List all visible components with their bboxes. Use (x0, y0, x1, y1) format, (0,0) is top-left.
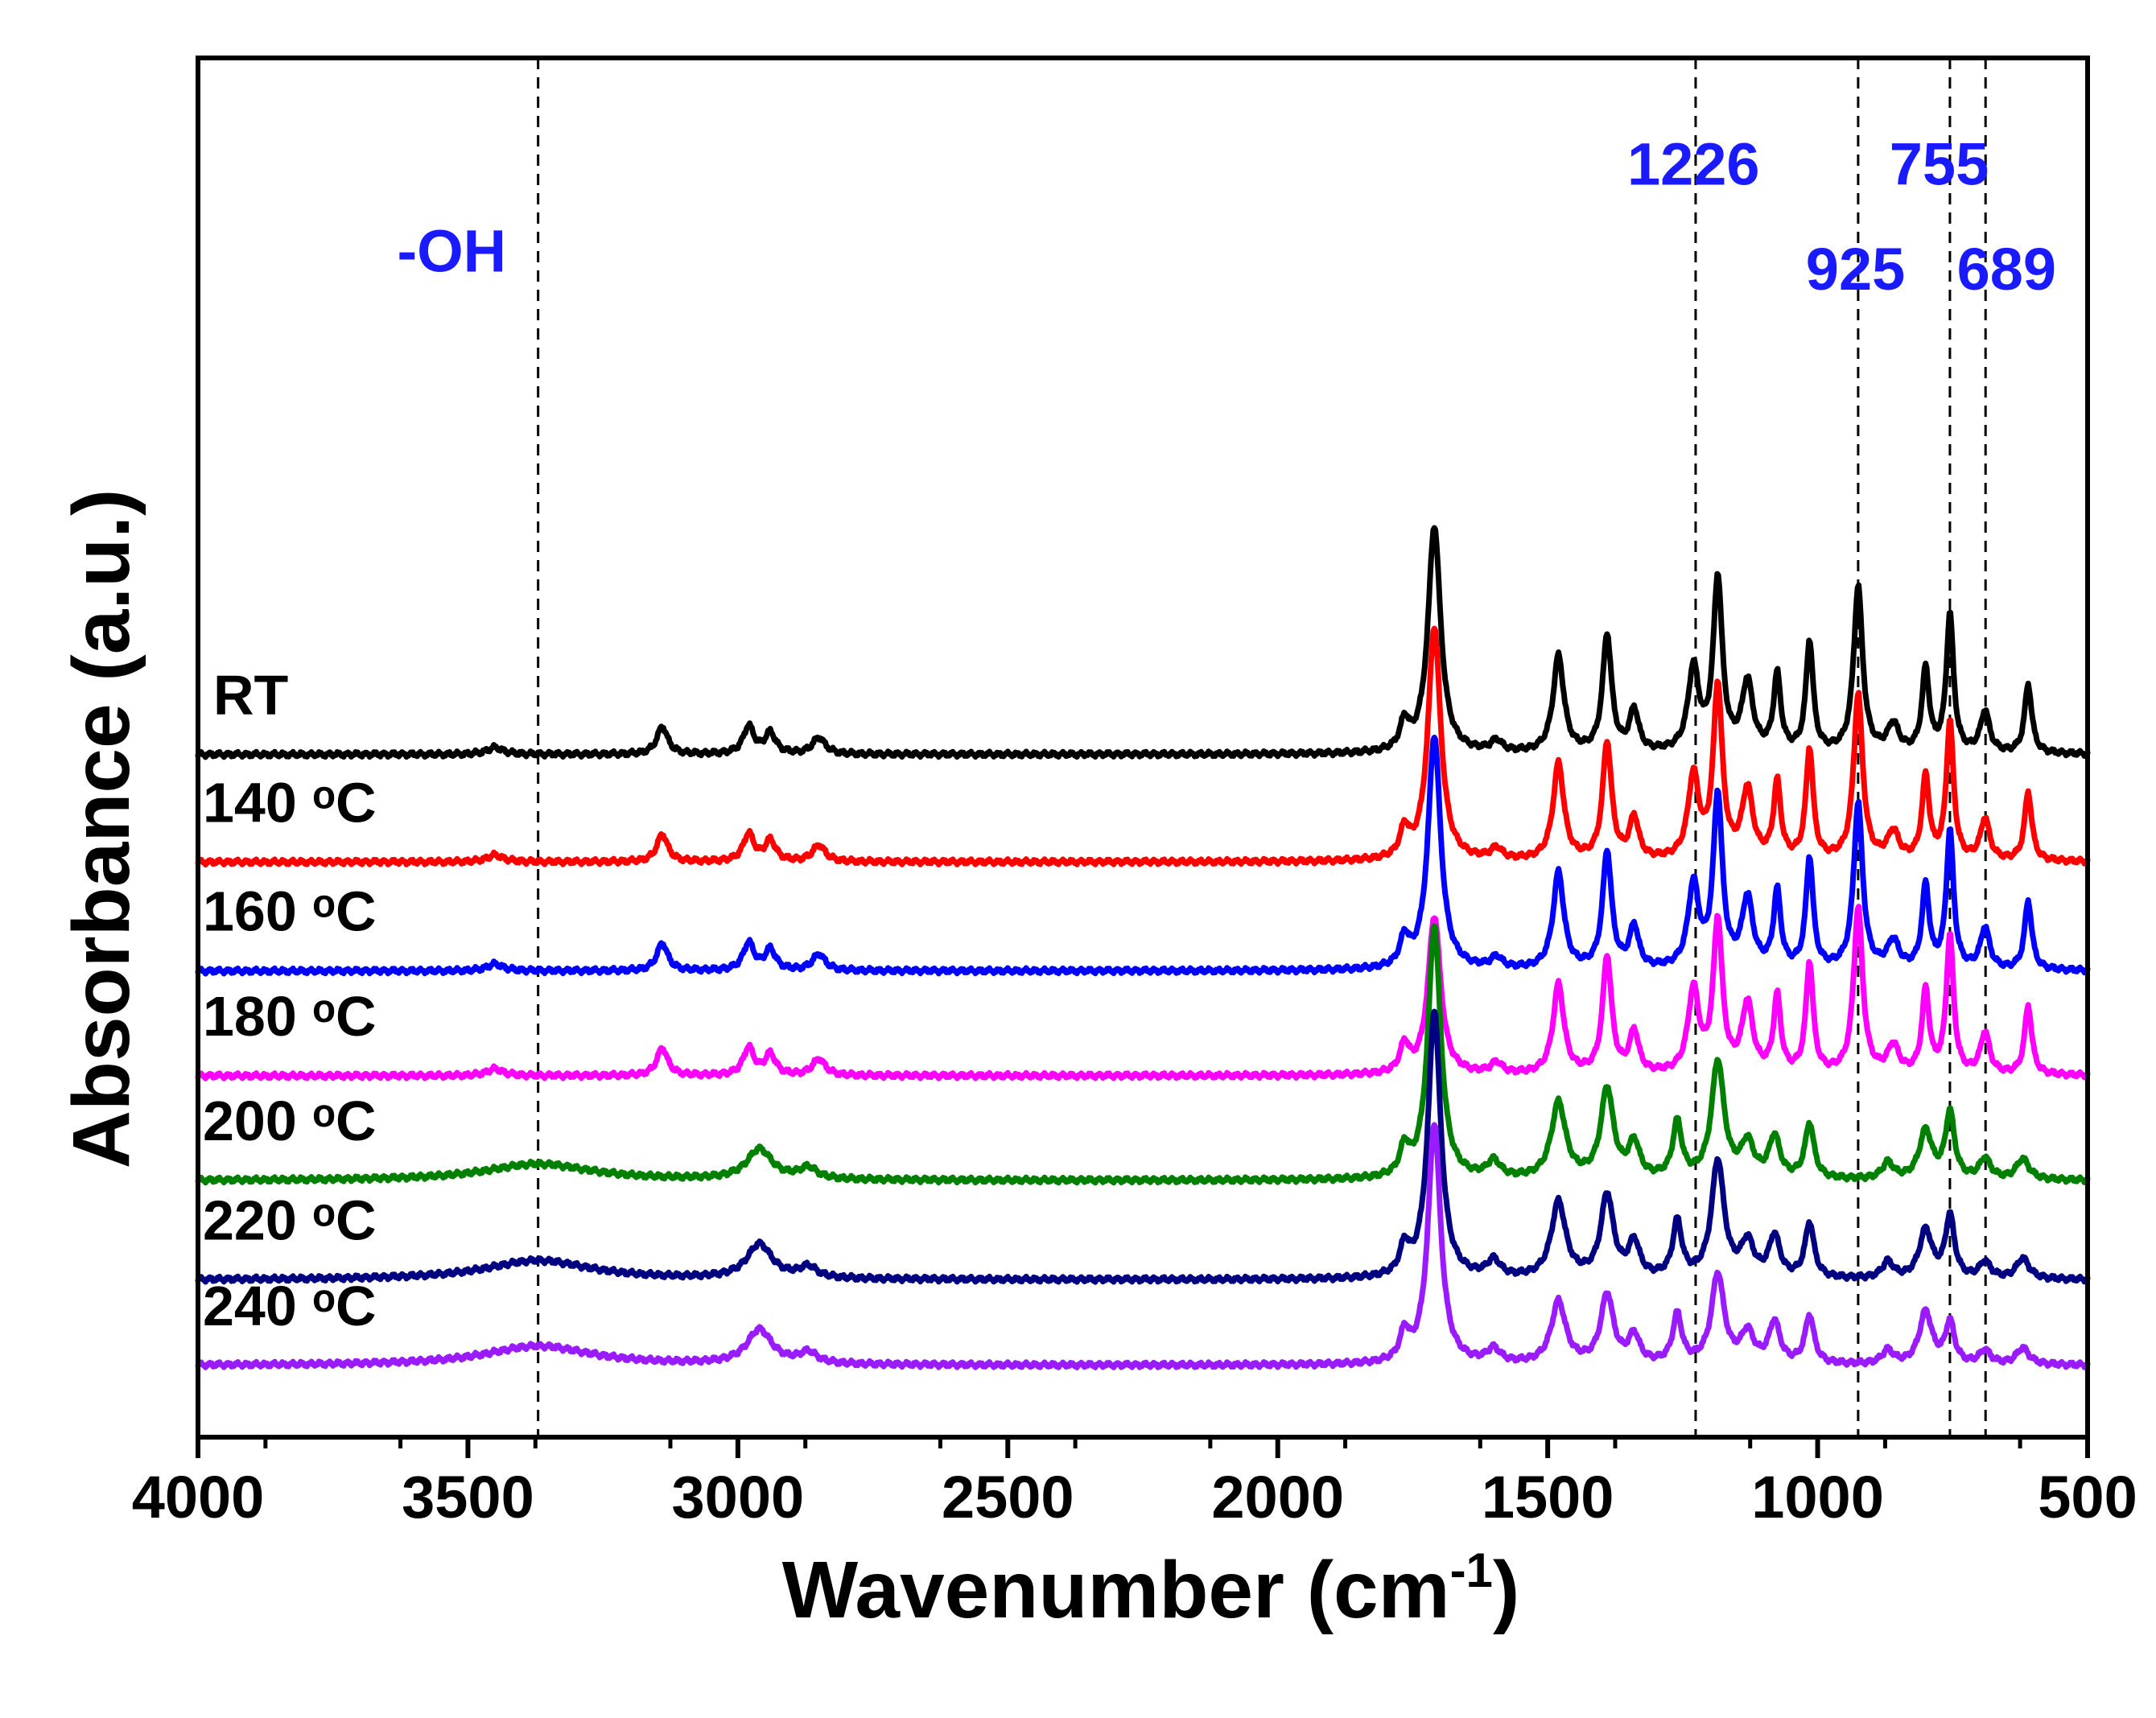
series-line (195, 1008, 2091, 1285)
series-line (195, 735, 2091, 977)
x-tick-label: 1500 (1482, 1464, 1614, 1531)
x-tick-label: 3500 (402, 1464, 534, 1531)
peak-annotation: 689 (1957, 236, 2056, 303)
peak-annotations: -OH 1226 755 925 689 (397, 131, 2056, 303)
series-labels: RT 140 ᵒC 160 ᵒC 180 ᵒC 200 ᵒC 220 ᵒC 240 ᵒC (203, 664, 377, 1337)
peak-annotation: 925 (1806, 236, 1905, 303)
series-label: 200 ᵒC (203, 1090, 377, 1152)
x-ticks: 4000 3500 3000 2500 2000 1500 1000 500 (132, 1437, 2137, 1531)
x-tick-label: 4000 (132, 1464, 265, 1531)
y-axis-title: Absorbance (a.u.) (56, 489, 146, 1169)
series-label: 180 ᵒC (203, 985, 377, 1048)
plot-frame (196, 56, 2090, 1440)
reference-lines (537, 58, 1987, 1437)
x-tick-label: 500 (2038, 1464, 2137, 1531)
series-label: 240 ᵒC (203, 1275, 377, 1337)
series-label: 140 ᵒC (203, 771, 377, 834)
x-tick-label: 2500 (942, 1464, 1074, 1531)
x-tick-label: 2000 (1211, 1464, 1344, 1531)
series-line (195, 904, 2091, 1081)
series-label: 160 ᵒC (203, 880, 377, 943)
series-label: RT (213, 664, 288, 727)
series-line (195, 923, 2091, 1186)
x-axis-title: Wavenumber (cm-1) (782, 1543, 1520, 1635)
series-line (195, 525, 2091, 760)
peak-annotation: 1226 (1627, 131, 1760, 198)
peak-annotation: 755 (1890, 131, 1989, 198)
series-line (195, 1122, 2091, 1370)
spectra-series (195, 525, 2091, 1370)
peak-annotation: -OH (397, 218, 506, 285)
x-tick-label: 1000 (1751, 1464, 1884, 1531)
series-label: 220 ᵒC (203, 1189, 377, 1252)
series-line (195, 625, 2091, 868)
x-tick-label: 3000 (672, 1464, 805, 1531)
